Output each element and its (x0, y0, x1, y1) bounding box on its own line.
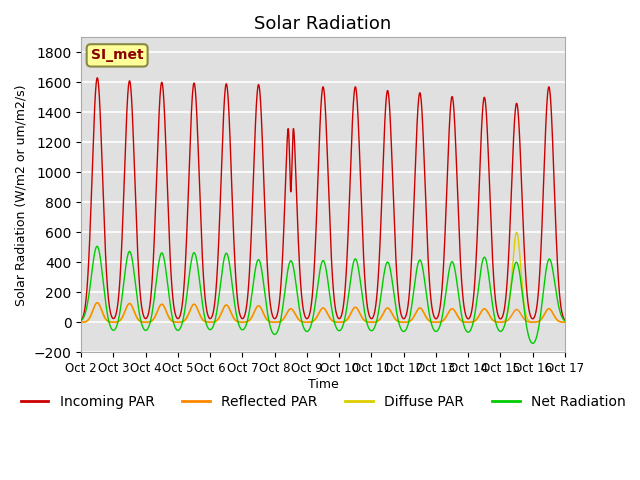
Text: SI_met: SI_met (91, 48, 143, 62)
X-axis label: Time: Time (308, 378, 339, 391)
Title: Solar Radiation: Solar Radiation (255, 15, 392, 33)
Y-axis label: Solar Radiation (W/m2 or um/m2/s): Solar Radiation (W/m2 or um/m2/s) (15, 84, 28, 306)
Legend: Incoming PAR, Reflected PAR, Diffuse PAR, Net Radiation: Incoming PAR, Reflected PAR, Diffuse PAR… (15, 389, 631, 415)
